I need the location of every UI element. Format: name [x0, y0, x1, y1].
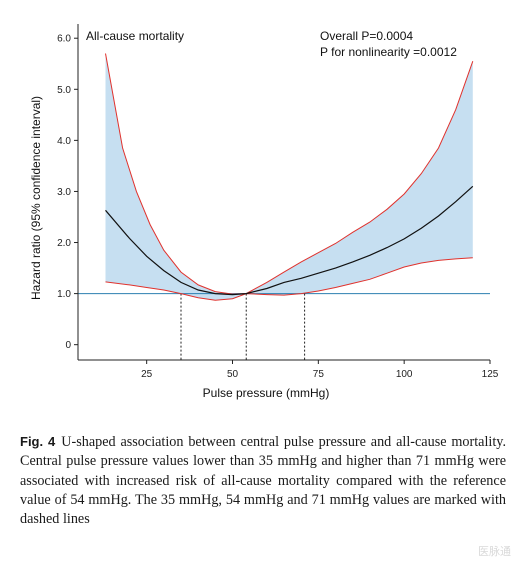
x-tick-label: 75 — [313, 369, 325, 380]
overall-p-annotation: Overall P=0.0004 — [320, 29, 413, 43]
y-tick-label: 4.0 — [57, 136, 71, 147]
y-tick-label: 3.0 — [57, 187, 71, 198]
figure-caption: Fig. 4 U-shaped association between centr… — [20, 432, 506, 529]
nonlinearity-p-annotation: P for nonlinearity =0.0012 — [320, 45, 457, 59]
figure-label: Fig. 4 — [20, 434, 56, 449]
confidence-band — [105, 53, 473, 301]
marker-lines-layer — [180, 293, 306, 360]
x-tick-label: 100 — [396, 369, 413, 380]
confidence-band-layer — [105, 53, 473, 301]
series-lines-layer — [105, 53, 474, 301]
upper-ci-line — [105, 53, 474, 295]
y-tick-label: 2.0 — [57, 238, 71, 249]
y-axis-title: Hazard ratio (95% confidence interval) — [29, 96, 43, 300]
x-tick-label: 50 — [227, 369, 239, 380]
watermark: 医脉通 — [478, 545, 511, 558]
chart-text-layer: All-cause mortality Overall P=0.0004 P f… — [29, 29, 457, 400]
axes-layer: 0 1.0 2.0 3.0 4.0 5.0 6.0 25 50 75 100 125 — [57, 24, 499, 380]
figure-caption-text: U-shaped association between central pul… — [20, 434, 506, 528]
estimate-line — [105, 185, 474, 296]
y-tick-label: 6.0 — [57, 34, 71, 45]
y-tick-label: 0 — [65, 340, 71, 351]
y-tick-label: 1.0 — [57, 289, 71, 300]
x-tick-label: 125 — [482, 369, 499, 380]
x-tick-label: 25 — [141, 369, 153, 380]
x-axis-title: Pulse pressure (mmHg) — [203, 386, 330, 400]
y-tick-label: 5.0 — [57, 85, 71, 96]
hazard-ratio-chart: 0 1.0 2.0 3.0 4.0 5.0 6.0 25 50 75 100 125 All-caus… — [29, 24, 499, 400]
lower-ci-line — [105, 257, 473, 301]
chart-title: All-cause mortality — [86, 29, 184, 43]
